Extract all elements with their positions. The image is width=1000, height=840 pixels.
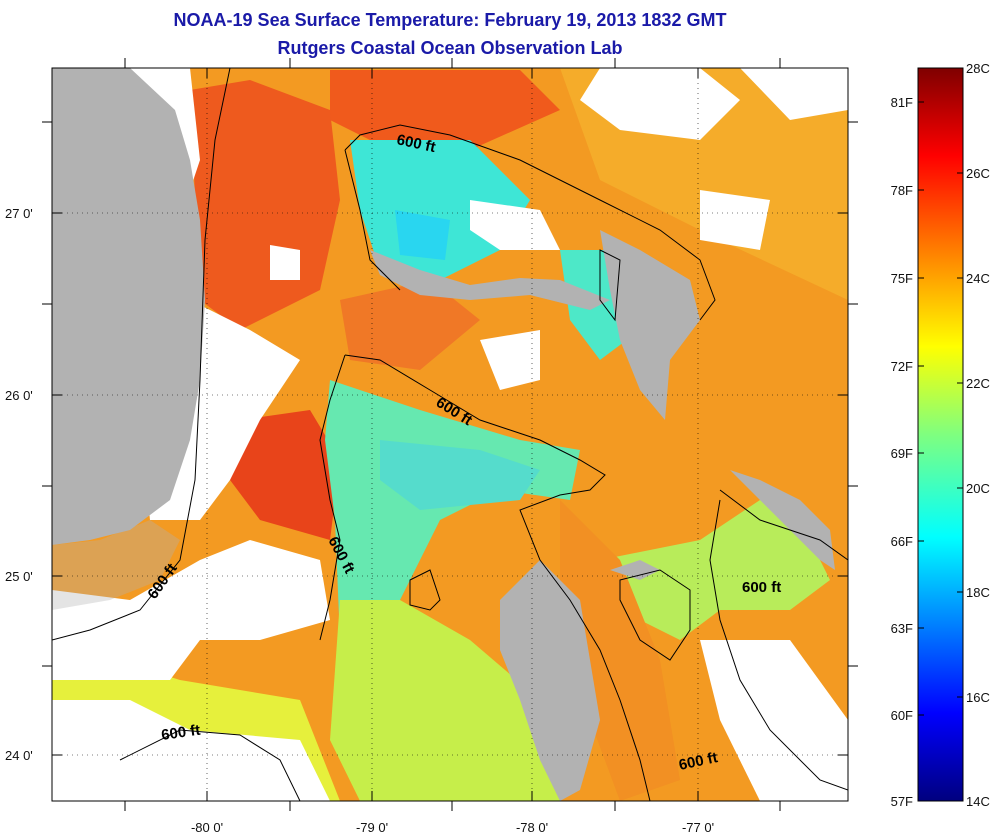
cbar-f-66: 66F bbox=[891, 534, 913, 549]
sst-field-north-red bbox=[330, 70, 560, 150]
colorbar-ticks bbox=[918, 101, 963, 716]
cbar-c-28: 28C bbox=[966, 61, 990, 76]
sst-field-gulfstream-red bbox=[230, 410, 340, 540]
axis-ticks bbox=[42, 58, 858, 811]
sst-field-west-red bbox=[190, 80, 340, 330]
sst-field-south-yellowgreen bbox=[330, 600, 560, 801]
sst-field-southeast-green bbox=[600, 500, 830, 640]
isobath-600ft bbox=[52, 68, 848, 801]
colorbar-celsius-labels: 28C 26C 24C 22C 20C 18C 16C 14C bbox=[966, 61, 990, 809]
sst-field-eddy bbox=[340, 280, 480, 370]
map-panel bbox=[52, 68, 848, 801]
lon-label-79: -79 0' bbox=[356, 820, 388, 835]
sst-field-bank-cyan-central bbox=[380, 440, 540, 510]
cbar-c-14: 14C bbox=[966, 794, 990, 809]
cbar-f-78: 78F bbox=[891, 183, 913, 198]
colorbar bbox=[917, 67, 964, 802]
sst-field-tongue bbox=[560, 500, 680, 801]
land-grand-bahama bbox=[370, 250, 610, 310]
contour-label-southwest: 600 ft bbox=[160, 722, 201, 744]
cbar-f-72: 72F bbox=[891, 359, 913, 374]
lat-label-27: 27 0' bbox=[5, 206, 33, 221]
cbar-f-69: 69F bbox=[891, 446, 913, 461]
land-florida-keys-area bbox=[52, 520, 180, 610]
land-lake-okeechobee-area bbox=[58, 175, 102, 252]
cbar-c-16: 16C bbox=[966, 690, 990, 705]
graticule bbox=[52, 68, 848, 801]
contour-label-east: 600 ft bbox=[742, 579, 781, 596]
lon-label-80: -80 0' bbox=[191, 820, 223, 835]
lat-label-26: 26 0' bbox=[5, 388, 33, 403]
cbar-c-22: 22C bbox=[966, 376, 990, 391]
map-title: NOAA-19 Sea Surface Temperature: Februar… bbox=[173, 10, 727, 30]
map-subtitle: Rutgers Coastal Ocean Observation Lab bbox=[277, 38, 623, 58]
cbar-f-81: 81F bbox=[891, 95, 913, 110]
cbar-c-20: 20C bbox=[966, 481, 990, 496]
cbar-f-63: 63F bbox=[891, 621, 913, 636]
sst-field-bank-cyan-north bbox=[350, 140, 530, 280]
cbar-c-18: 18C bbox=[966, 585, 990, 600]
cbar-c-26: 26C bbox=[966, 166, 990, 181]
colorbar-fahrenheit-labels: 81F 78F 75F 72F 69F 66F 63F 60F 57F bbox=[891, 95, 913, 809]
land-andros bbox=[500, 560, 600, 801]
map-frame bbox=[51, 67, 849, 802]
cbar-f-75: 75F bbox=[891, 271, 913, 286]
cbar-f-57: 57F bbox=[891, 794, 913, 809]
lat-label-24: 24 0' bbox=[5, 748, 33, 763]
cbar-f-60: 60F bbox=[891, 708, 913, 723]
sst-field-bank-cyan-deep bbox=[395, 210, 450, 260]
cbar-c-24: 24C bbox=[966, 271, 990, 286]
lon-label-77: -77 0' bbox=[682, 820, 714, 835]
lon-label-78: -78 0' bbox=[516, 820, 548, 835]
land-berry-islands bbox=[610, 560, 660, 580]
land-eleuthera bbox=[730, 470, 835, 570]
lat-label-25: 25 0' bbox=[5, 569, 33, 584]
land-abaco bbox=[600, 230, 700, 420]
